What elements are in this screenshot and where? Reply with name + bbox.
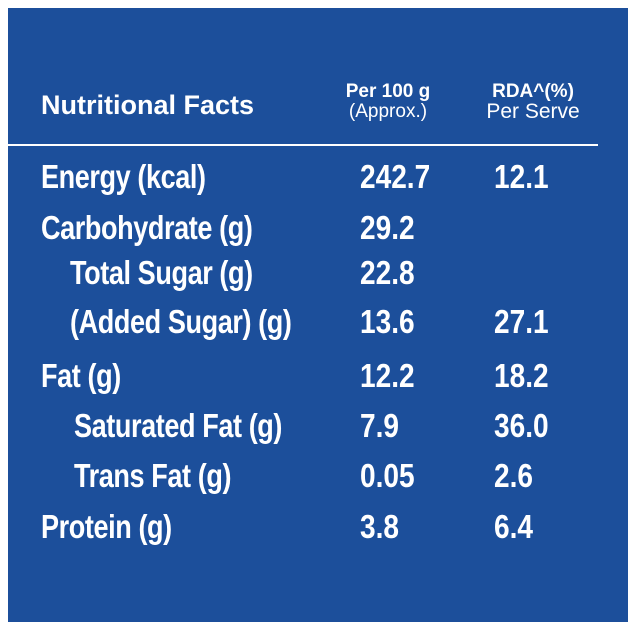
table-row-fat: Fat (g) 12.2 18.2 [8,357,628,407]
rda-value: 36.0 [494,407,549,444]
per-100g-value: 12.2 [360,357,415,394]
table-header: Nutritional Facts Per 100 g (Approx.) RD… [8,80,628,150]
row-label: Protein (g) [41,508,172,545]
header-divider [8,144,598,146]
per-100g-value: 242.7 [360,158,431,195]
per-serve-label: Per Serve [486,100,580,123]
nutrition-facts-panel: Nutritional Facts Per 100 g (Approx.) RD… [8,8,628,622]
per-100g-label: Per 100 g [345,81,431,102]
per-100g-value: 3.8 [360,508,399,545]
rda-value: 12.1 [494,158,549,195]
table-row-trans-fat: Trans Fat (g) 0.05 2.6 [8,457,628,507]
per-100g-value: 7.9 [360,407,399,444]
per-100g-value: 13.6 [360,303,415,340]
row-label: Fat (g) [41,357,121,394]
rda-value: 2.6 [494,457,533,494]
rda-value: 27.1 [494,303,549,340]
table-row-added-sugar: (Added Sugar) (g) 13.6 27.1 [8,303,628,353]
row-label: Trans Fat (g) [74,457,232,494]
per-100g-value: 22.8 [360,254,415,291]
rda-column-header: RDA^(%) Per Serve [478,81,588,123]
rda-value: 18.2 [494,357,549,394]
row-label: Carbohydrate (g) [41,209,253,246]
table-row-energy: Energy (kcal) 242.7 12.1 [8,158,628,208]
rda-percent-label: RDA^(%) [492,81,574,102]
row-label: Energy (kcal) [41,158,206,195]
per-100g-value: 29.2 [360,209,415,246]
row-label: (Added Sugar) (g) [70,303,292,340]
row-label: Saturated Fat (g) [74,407,283,444]
table-row-saturated-fat: Saturated Fat (g) 7.9 36.0 [8,407,628,457]
per-100g-value: 0.05 [360,457,415,494]
table-title: Nutritional Facts [41,90,255,120]
table-row-protein: Protein (g) 3.8 6.4 [8,508,628,558]
table-row-total-sugar: Total Sugar (g) 22.8 [8,254,628,304]
table-row-carbohydrate: Carbohydrate (g) 29.2 [8,209,628,259]
per-100g-column-header: Per 100 g (Approx.) [338,82,438,122]
row-label: Total Sugar (g) [70,254,253,291]
rda-value: 6.4 [494,508,533,545]
approx-label: (Approx.) [348,101,428,122]
